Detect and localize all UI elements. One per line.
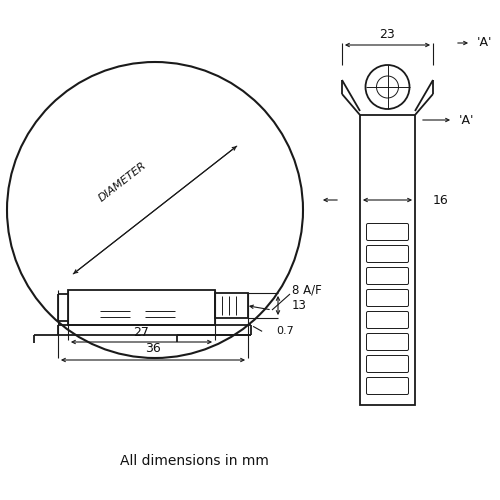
Text: 23: 23 — [380, 28, 396, 42]
Text: 0.7: 0.7 — [276, 326, 294, 336]
Text: 16: 16 — [433, 194, 449, 206]
Text: 8 A/F: 8 A/F — [292, 284, 322, 296]
Text: 'A': 'A' — [477, 36, 492, 50]
Bar — [215, 293, 248, 318]
Bar — [360, 115, 415, 405]
Text: 27: 27 — [134, 326, 150, 338]
Text: 13: 13 — [292, 299, 307, 312]
Text: 'A': 'A' — [459, 114, 474, 126]
Bar — [68, 290, 215, 325]
Text: 36: 36 — [145, 342, 161, 355]
Text: DIAMETER: DIAMETER — [97, 160, 149, 204]
Text: All dimensions in mm: All dimensions in mm — [120, 454, 269, 468]
